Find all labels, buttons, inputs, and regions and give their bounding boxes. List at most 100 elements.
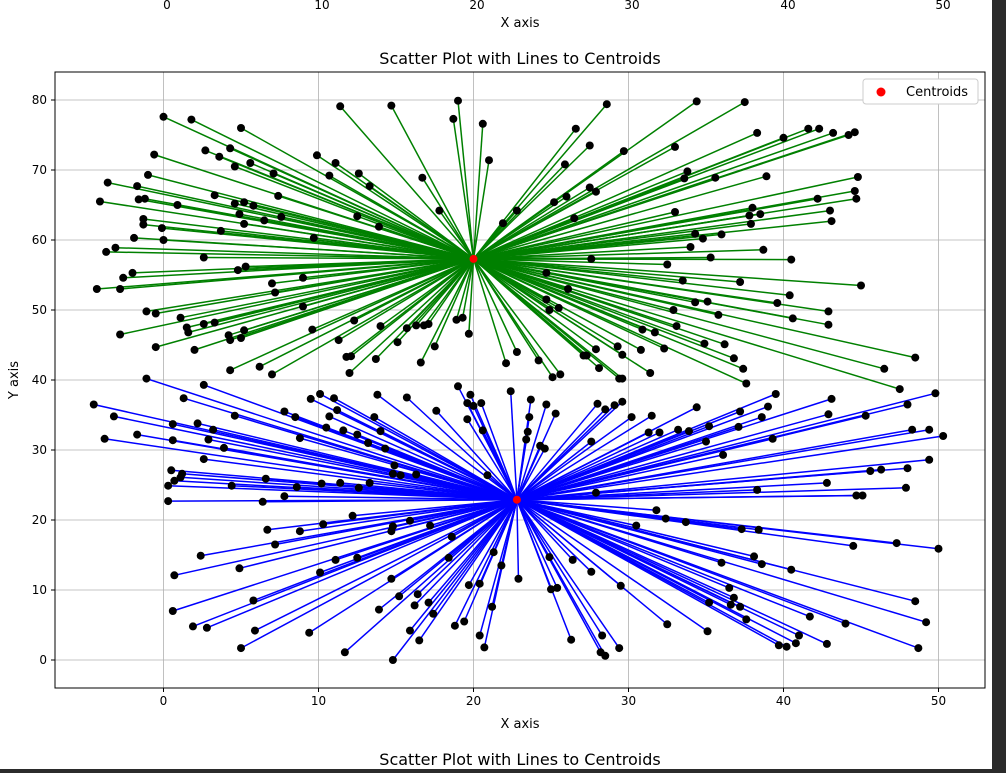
data-point	[306, 394, 315, 403]
data-point	[305, 628, 314, 637]
centroid-line	[473, 101, 746, 260]
centroid-marker	[469, 254, 478, 263]
data-point	[452, 315, 461, 324]
centroid-line	[473, 258, 569, 290]
centroid-line	[473, 211, 676, 260]
data-point	[336, 102, 345, 111]
data-point	[133, 182, 142, 191]
centroid-marker	[512, 495, 521, 504]
centroid-line	[390, 105, 475, 260]
data-point	[350, 316, 359, 325]
data-point	[785, 291, 794, 300]
data-point	[706, 253, 715, 262]
prev-xtick-label: 40	[780, 0, 795, 12]
data-point	[514, 574, 523, 583]
centroid-line	[414, 499, 518, 606]
data-point	[638, 325, 647, 334]
data-point	[861, 411, 870, 420]
data-point	[458, 313, 467, 322]
data-point	[554, 303, 563, 312]
data-point	[100, 434, 109, 443]
data-point	[734, 422, 743, 431]
centroid-line	[473, 134, 849, 260]
centroid-line	[461, 258, 475, 318]
data-point	[759, 245, 768, 254]
data-point	[151, 343, 160, 352]
data-point	[824, 320, 833, 329]
centroid-line	[455, 258, 475, 321]
data-point	[771, 390, 780, 398]
centroid-line	[473, 207, 753, 260]
data-point	[241, 262, 250, 271]
data-point	[454, 382, 462, 391]
data-point	[168, 420, 177, 429]
data-point	[671, 208, 679, 216]
centroid-line	[516, 404, 616, 501]
data-point	[691, 298, 700, 307]
prev-xtick-label: 10	[314, 0, 329, 12]
centroid-lines	[93, 100, 944, 661]
data-point	[109, 412, 118, 421]
centroid-line	[203, 458, 517, 501]
data-point	[506, 387, 515, 396]
data-point	[157, 224, 166, 233]
prev-xtick-label: 0	[163, 0, 171, 12]
centroid-line	[384, 447, 518, 501]
data-point	[895, 385, 904, 394]
data-point	[387, 527, 396, 536]
data-point	[184, 328, 193, 337]
data-point	[702, 437, 710, 446]
data-point	[911, 597, 920, 606]
data-point	[179, 394, 188, 403]
data-point	[485, 156, 493, 165]
centroid-line	[472, 144, 591, 260]
y-axis-label: Y axis	[7, 361, 22, 400]
data-point	[562, 192, 571, 201]
prev-x-axis-label: X axis	[500, 16, 539, 31]
centroid-line	[516, 416, 633, 501]
data-point	[585, 141, 594, 150]
centroid-line	[492, 499, 518, 553]
data-point	[418, 173, 427, 182]
data-point	[447, 532, 456, 541]
data-point	[188, 622, 197, 631]
data-point	[258, 497, 267, 506]
data-point	[240, 198, 249, 207]
centroid-line	[473, 258, 735, 360]
data-point	[795, 631, 803, 640]
data-point	[564, 285, 573, 293]
previous-figure-strip: 0 10 20 30 40 50 X axis	[163, 0, 950, 31]
data-point	[804, 124, 813, 133]
centroid-line	[415, 258, 475, 326]
centroid-line	[509, 391, 518, 500]
y-tick-label: 60	[32, 233, 47, 247]
data-point	[429, 609, 438, 618]
data-point	[768, 434, 777, 443]
legend: Centroids	[862, 78, 979, 105]
data-point	[133, 430, 142, 439]
centroid-line	[516, 435, 944, 501]
data-point	[374, 222, 383, 231]
data-point	[255, 362, 264, 371]
data-point	[850, 187, 859, 195]
data-point	[402, 324, 411, 333]
data-point	[737, 525, 746, 534]
data-point	[463, 399, 472, 408]
centroid-line	[192, 499, 518, 628]
data-point	[373, 390, 382, 399]
x-tick-label: 30	[621, 694, 636, 708]
centroid-line	[311, 258, 474, 331]
data-point	[757, 413, 766, 422]
data-point	[636, 345, 645, 354]
data-point	[139, 220, 148, 229]
data-point	[477, 399, 486, 408]
data-point	[650, 328, 659, 337]
data-point	[295, 527, 304, 536]
data-point	[717, 558, 726, 567]
data-point	[140, 194, 149, 203]
data-point	[762, 172, 771, 181]
data-point	[553, 583, 562, 592]
data-point	[674, 425, 683, 434]
data-point	[480, 643, 489, 652]
data-point	[410, 601, 419, 610]
